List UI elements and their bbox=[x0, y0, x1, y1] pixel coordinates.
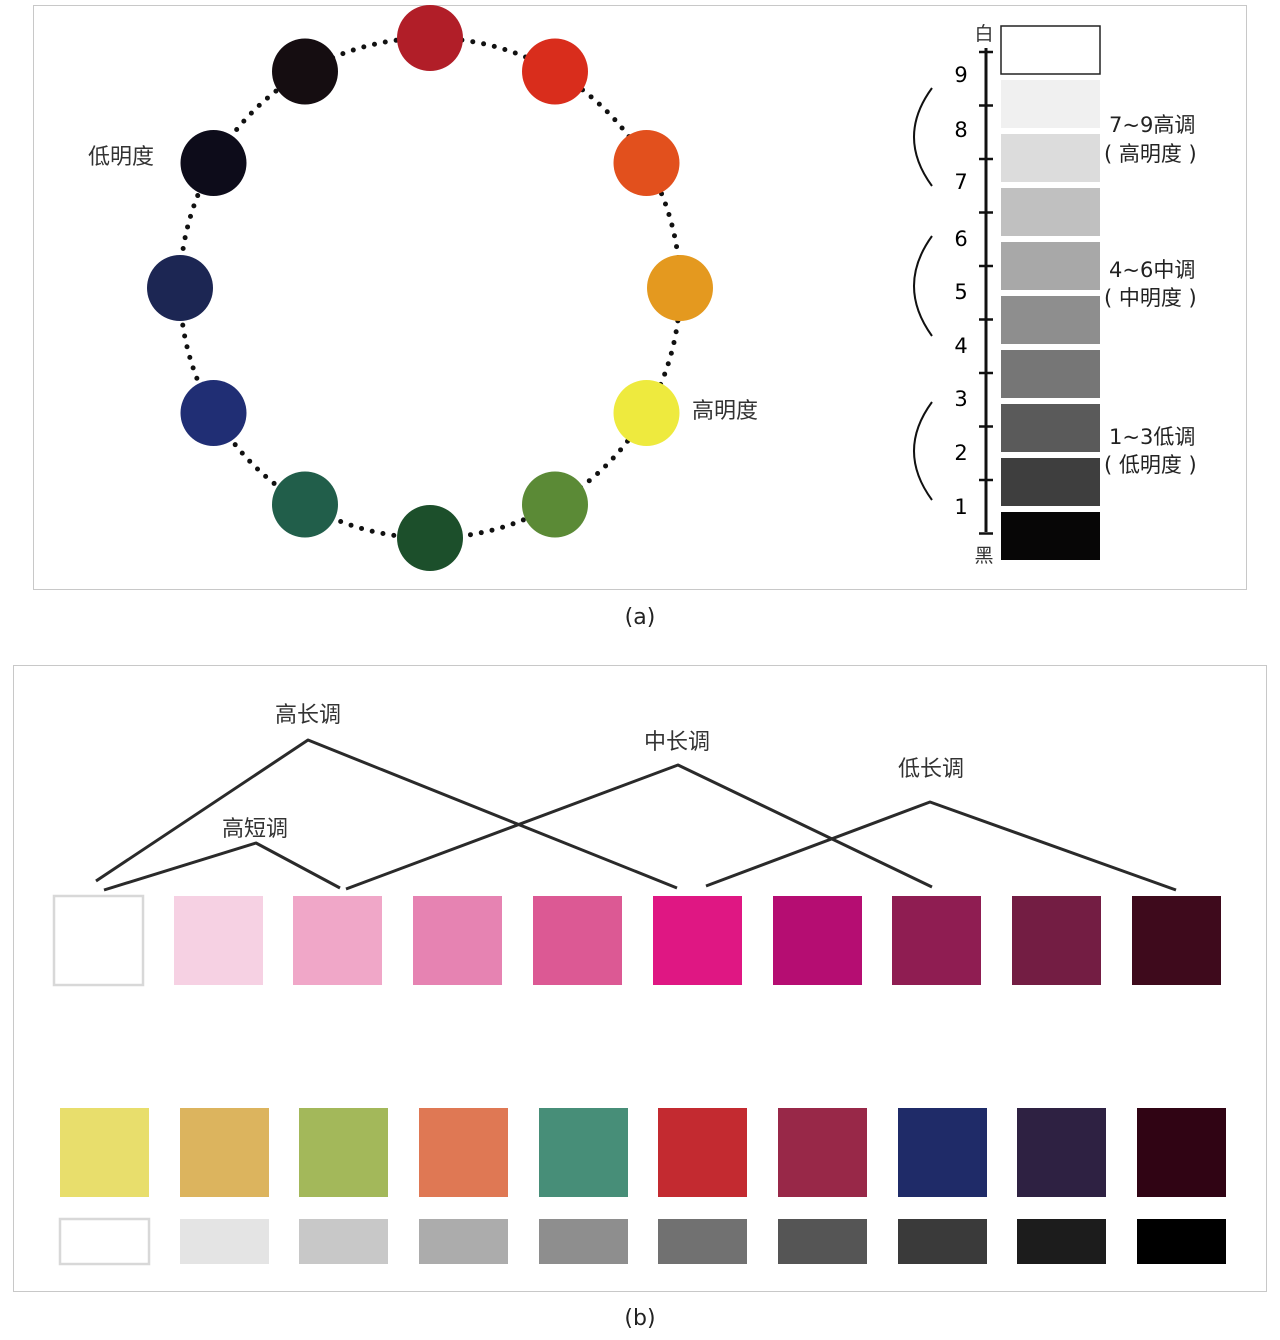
scale-number-9: 9 bbox=[954, 63, 967, 87]
color-swatch bbox=[419, 1108, 508, 1197]
label-low-brightness: 低明度 bbox=[88, 145, 154, 170]
color-swatch bbox=[778, 1219, 867, 1264]
color-swatch bbox=[174, 896, 263, 985]
color-swatch bbox=[658, 1108, 747, 1197]
pink-swatch-row bbox=[52, 894, 1221, 987]
connector-mid-long bbox=[345, 763, 933, 891]
color-swatch bbox=[539, 1108, 628, 1197]
scale-numbers: 9 8 7 6 5 4 3 2 1 bbox=[954, 63, 967, 519]
wheel-dot bbox=[180, 130, 247, 196]
wheel-dot bbox=[522, 38, 588, 105]
scale-number-4: 4 bbox=[954, 334, 967, 358]
wheel-dot bbox=[272, 38, 338, 105]
scale-swatch bbox=[1001, 458, 1100, 506]
color-wheel bbox=[147, 5, 713, 571]
scale-swatch bbox=[1001, 404, 1100, 452]
color-swatch bbox=[653, 896, 742, 985]
tone-connectors bbox=[95, 738, 1177, 892]
wheel-dot bbox=[613, 380, 680, 446]
scale-number-2: 2 bbox=[954, 441, 967, 465]
group-high-key-sub: ( 高明度 ) bbox=[1104, 142, 1197, 166]
brightness-scale: 白 黑 9 8 7 6 5 4 3 2 1 7~9高调 ( 高明度 ) 4~6中… bbox=[913, 23, 1197, 567]
color-swatch bbox=[419, 1219, 508, 1264]
caption-a: (a) bbox=[624, 605, 656, 630]
color-swatch bbox=[293, 896, 382, 985]
scale-swatch bbox=[1001, 134, 1100, 182]
scale-swatches bbox=[1000, 25, 1101, 560]
wheel-dot bbox=[147, 255, 213, 321]
color-swatch bbox=[180, 1219, 269, 1264]
scale-swatch bbox=[1001, 242, 1100, 290]
scale-swatch bbox=[1001, 80, 1100, 128]
scale-group-labels: 7~9高调 ( 高明度 ) 4~6中调 ( 中明度 ) 1~3低调 ( 低明度 … bbox=[1104, 113, 1197, 477]
group-mid-key-sub: ( 中明度 ) bbox=[1104, 286, 1197, 310]
color-swatch bbox=[539, 1219, 628, 1264]
wheel-dot bbox=[397, 5, 463, 71]
color-swatch bbox=[898, 1219, 987, 1264]
wheel-color-dots bbox=[147, 5, 713, 571]
color-swatch bbox=[1137, 1219, 1226, 1264]
scale-swatch bbox=[1001, 350, 1100, 398]
bracket-low-key bbox=[913, 401, 933, 501]
color-swatch-row bbox=[60, 1108, 1226, 1197]
wheel-dot bbox=[647, 255, 713, 321]
scale-swatch bbox=[1000, 25, 1101, 75]
label-high-brightness: 高明度 bbox=[692, 399, 758, 424]
scale-number-8: 8 bbox=[954, 118, 967, 142]
color-swatch bbox=[1017, 1219, 1106, 1264]
color-swatch bbox=[898, 1108, 987, 1197]
label-low-long: 低长调 bbox=[898, 757, 964, 782]
connector-high-short bbox=[103, 841, 341, 892]
wheel-dot bbox=[272, 471, 338, 538]
color-swatch bbox=[1017, 1108, 1106, 1197]
scale-number-3: 3 bbox=[954, 387, 967, 411]
scale-label-white: 白 bbox=[974, 23, 993, 45]
scale-label-black: 黑 bbox=[974, 545, 993, 567]
wheel-dot bbox=[613, 130, 680, 196]
color-swatch bbox=[533, 896, 622, 985]
wheel-dotted-ring bbox=[177, 35, 683, 541]
bracket-high-key bbox=[913, 87, 933, 187]
color-swatch bbox=[1012, 896, 1101, 985]
group-low-key-sub: ( 低明度 ) bbox=[1104, 453, 1197, 477]
color-swatch bbox=[299, 1219, 388, 1264]
color-swatch bbox=[60, 1108, 149, 1197]
color-swatch bbox=[1132, 896, 1221, 985]
connector-high-long bbox=[95, 738, 678, 890]
scale-swatch bbox=[1001, 512, 1100, 560]
color-swatch bbox=[299, 1108, 388, 1197]
color-swatch bbox=[413, 896, 502, 985]
scale-number-1: 1 bbox=[954, 495, 967, 519]
scale-swatch bbox=[1001, 296, 1100, 344]
color-swatch bbox=[52, 894, 145, 987]
group-mid-key-label: 4~6中调 bbox=[1109, 258, 1195, 282]
wheel-dot bbox=[397, 505, 463, 571]
color-swatch bbox=[180, 1108, 269, 1197]
color-swatch bbox=[58, 1217, 151, 1266]
color-swatch bbox=[892, 896, 981, 985]
scale-swatch bbox=[1001, 188, 1100, 236]
tone-labels: 高长调 高短调 中长调 低长调 bbox=[222, 703, 964, 842]
group-high-key-label: 7~9高调 bbox=[1109, 113, 1195, 137]
connector-low-long bbox=[705, 800, 1177, 892]
caption-b: (b) bbox=[624, 1306, 656, 1331]
scale-ticks bbox=[979, 50, 993, 535]
label-high-short: 高短调 bbox=[222, 817, 288, 842]
bracket-mid-key bbox=[913, 235, 933, 337]
scale-number-5: 5 bbox=[954, 280, 967, 304]
color-swatch bbox=[658, 1219, 747, 1264]
wheel-dot bbox=[522, 471, 588, 538]
scale-group-brackets bbox=[913, 87, 933, 501]
scale-number-6: 6 bbox=[954, 227, 967, 251]
color-swatch bbox=[1137, 1108, 1226, 1197]
scale-number-7: 7 bbox=[954, 170, 967, 194]
gray-swatch-row bbox=[58, 1217, 1226, 1266]
group-low-key-label: 1~3低调 bbox=[1109, 425, 1195, 449]
color-swatch bbox=[773, 896, 862, 985]
label-mid-long: 中长调 bbox=[644, 730, 710, 755]
wheel-dot bbox=[180, 380, 247, 446]
label-high-long: 高长调 bbox=[275, 703, 341, 728]
color-swatch bbox=[778, 1108, 867, 1197]
